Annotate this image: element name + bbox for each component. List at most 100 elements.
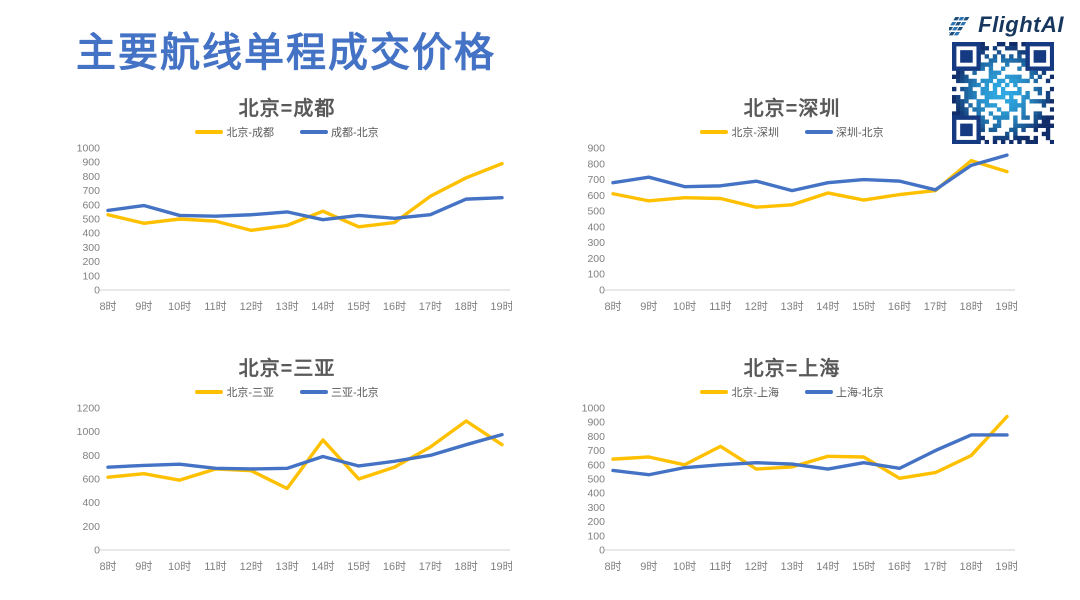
svg-text:1200: 1200: [77, 403, 101, 415]
legend-label: 北京-上海: [731, 387, 779, 399]
svg-text:19时: 19时: [995, 300, 1017, 313]
svg-text:400: 400: [82, 228, 100, 240]
svg-text:13时: 13时: [780, 560, 803, 573]
legend-swatch: [805, 130, 833, 134]
legend-label: 北京-深圳: [731, 127, 779, 139]
svg-text:8时: 8时: [604, 300, 621, 313]
legend-label: 深圳-北京: [836, 127, 884, 139]
svg-text:500: 500: [82, 214, 100, 226]
svg-text:900: 900: [587, 417, 605, 429]
flightai-logo: FlightAI: [949, 12, 1064, 38]
svg-text:19时: 19时: [490, 560, 512, 573]
svg-text:13时: 13时: [780, 300, 803, 313]
svg-text:800: 800: [587, 158, 605, 170]
svg-text:14时: 14时: [311, 560, 334, 573]
svg-text:200: 200: [587, 253, 605, 265]
svg-text:0: 0: [94, 285, 100, 297]
svg-text:19时: 19时: [490, 300, 512, 313]
legend-swatch: [300, 130, 328, 134]
svg-text:15时: 15时: [852, 300, 875, 313]
svg-text:12时: 12时: [240, 560, 263, 573]
svg-text:14时: 14时: [816, 560, 839, 573]
svg-text:1000: 1000: [77, 143, 101, 155]
svg-text:12时: 12时: [745, 560, 768, 573]
legend-swatch: [700, 390, 729, 394]
chart-beijing-chengdu: 北京=成都 北京-成都 成都-北京 0 100 200 300 400 500 600 700 8…: [62, 96, 512, 342]
svg-text:9时: 9时: [135, 560, 152, 573]
svg-text:16时: 16时: [888, 300, 911, 313]
legend-item: 三亚-北京: [300, 384, 379, 400]
legend-swatch: [805, 390, 833, 394]
svg-text:13时: 13时: [275, 560, 298, 573]
series-line: [611, 433, 1009, 477]
chart-plot: 0 100 200 300 400 500 600 700 800 900 8时 9时 10时 11时 12…: [587, 143, 1017, 314]
svg-text:16时: 16时: [888, 560, 911, 573]
legend-item: 深圳-北京: [805, 124, 884, 140]
series-line: [106, 161, 504, 233]
svg-text:11时: 11时: [709, 300, 731, 313]
svg-text:10时: 10时: [673, 300, 696, 313]
chart-plot: 0 100 200 300 400 500 600 700 800 900 1000 8时 9时 10时 1…: [77, 143, 512, 314]
legend-item: 北京-上海: [700, 384, 779, 400]
x-axis-labels: 8时 9时 10时 11时 12时 13时 14时 15时 16时 17时 18时 19时: [604, 300, 1017, 313]
svg-text:15时: 15时: [347, 560, 370, 573]
svg-text:9时: 9时: [135, 300, 152, 313]
x-axis-labels: 8时 9时 10时 11时 12时 13时 14时 15时 16时 17时 18时 19时: [99, 560, 512, 573]
svg-text:1000: 1000: [582, 403, 606, 415]
chart-plot: 0 100 200 300 400 500 600 700 800 900 1000 8时 9时 10时 1…: [582, 403, 1017, 574]
legend-label: 三亚-北京: [331, 387, 379, 399]
chart-legend: 北京-上海 上海-北京: [567, 384, 1017, 400]
svg-text:100: 100: [82, 270, 100, 282]
legend-item: 北京-深圳: [700, 124, 779, 140]
chart-plot: 0 200 400 600 800 1000 1200 8时 9时 10时 11时 12时 13时 14时…: [77, 403, 512, 574]
svg-text:500: 500: [587, 206, 605, 218]
svg-text:15时: 15时: [852, 560, 875, 573]
svg-text:11时: 11时: [204, 560, 226, 573]
svg-text:200: 200: [82, 256, 100, 268]
chart-title: 北京=三亚: [238, 358, 336, 380]
svg-text:800: 800: [82, 171, 100, 183]
chart-legend: 北京-深圳 深圳-北京: [567, 124, 1017, 140]
svg-text:900: 900: [587, 143, 605, 155]
svg-text:600: 600: [82, 199, 100, 211]
svg-text:300: 300: [587, 237, 605, 249]
svg-text:800: 800: [587, 431, 605, 443]
svg-text:18时: 18时: [455, 560, 478, 573]
svg-text:12时: 12时: [745, 300, 768, 313]
x-axis-labels: 8时 9时 10时 11时 12时 13时 14时 15时 16时 17时 18时 19时: [604, 560, 1017, 573]
svg-text:10时: 10时: [168, 560, 191, 573]
svg-text:11时: 11时: [709, 560, 731, 573]
y-axis-labels: 0 100 200 300 400 500 600 700 800 900: [587, 143, 605, 297]
series-line: [106, 432, 504, 471]
svg-text:0: 0: [94, 545, 100, 557]
chart-beijing-shenzhen: 北京=深圳 北京-深圳 深圳-北京 0 100 200 300 400 500 600 700 8…: [567, 96, 1017, 342]
y-axis-labels: 0 100 200 300 400 500 600 700 800 900 1000: [582, 403, 606, 557]
series-line: [106, 196, 504, 222]
legend-swatch: [700, 130, 729, 134]
qr-code-image: [952, 42, 1055, 145]
svg-text:17时: 17时: [419, 560, 442, 573]
svg-text:200: 200: [82, 521, 100, 533]
legend-swatch: [195, 130, 224, 134]
series-line: [611, 153, 1009, 193]
svg-text:700: 700: [82, 185, 100, 197]
svg-text:18时: 18时: [960, 560, 983, 573]
svg-text:17时: 17时: [924, 560, 947, 573]
y-axis-labels: 0 200 400 600 800 1000 1200: [77, 403, 101, 557]
series-line: [611, 414, 1009, 480]
legend-item: 成都-北京: [300, 124, 379, 140]
chart-legend: 北京-成都 成都-北京: [62, 124, 512, 140]
legend-item: 上海-北京: [805, 384, 884, 400]
svg-text:10时: 10时: [673, 560, 696, 573]
legend-label: 北京-成都: [226, 127, 274, 139]
svg-text:500: 500: [587, 474, 605, 486]
legend-swatch: [195, 390, 224, 394]
svg-text:800: 800: [82, 450, 100, 462]
qr-code: [952, 42, 1055, 145]
page-title: 主要航线单程成交价格: [76, 31, 496, 75]
svg-text:200: 200: [587, 516, 605, 528]
svg-text:700: 700: [587, 445, 605, 457]
chart-legend: 北京-三亚 三亚-北京: [62, 384, 512, 400]
svg-text:600: 600: [82, 474, 100, 486]
